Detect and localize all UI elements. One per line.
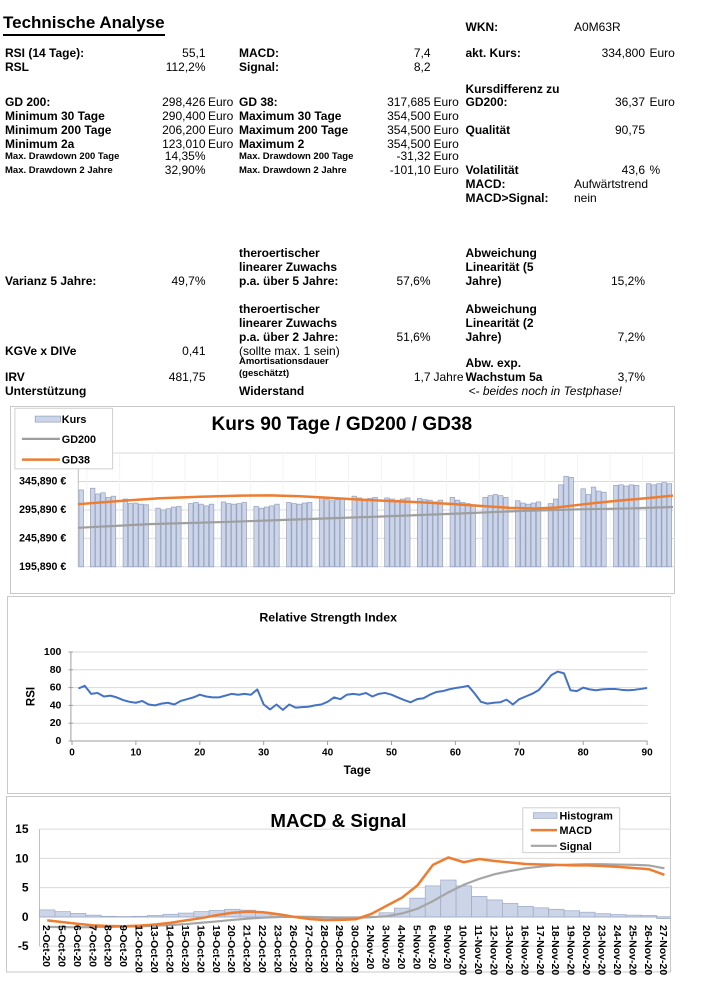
svg-text:28-Oct-20: 28-Oct-20: [317, 925, 329, 973]
svg-text:Signal: Signal: [559, 840, 591, 852]
svg-text:8-Oct-20: 8-Oct-20: [101, 925, 113, 967]
svg-text:19-Nov-20: 19-Nov-20: [564, 925, 576, 975]
svg-text:0: 0: [69, 747, 75, 758]
svg-text:25-Nov-20: 25-Nov-20: [626, 925, 638, 975]
svg-text:9-Oct-20: 9-Oct-20: [117, 925, 129, 967]
svg-text:11-Nov-20: 11-Nov-20: [472, 925, 484, 975]
svg-text:Histogram: Histogram: [559, 810, 612, 822]
svg-text:26-Oct-20: 26-Oct-20: [286, 925, 298, 973]
svg-text:7-Oct-20: 7-Oct-20: [86, 925, 98, 967]
svg-text:70: 70: [513, 747, 525, 758]
svg-text:60: 60: [449, 747, 461, 758]
svg-text:4-Nov-20: 4-Nov-20: [394, 925, 406, 970]
svg-text:5: 5: [21, 880, 28, 894]
svg-text:10: 10: [15, 851, 29, 865]
svg-text:17-Nov-20: 17-Nov-20: [533, 925, 545, 975]
svg-text:23-Oct-20: 23-Oct-20: [271, 925, 283, 973]
svg-text:0: 0: [55, 735, 61, 747]
svg-text:15: 15: [15, 822, 29, 836]
svg-text:Tage: Tage: [343, 763, 370, 777]
svg-text:27-Nov-20: 27-Nov-20: [657, 925, 669, 975]
svg-text:80: 80: [577, 747, 589, 758]
svg-text:30-Oct-20: 30-Oct-20: [348, 925, 360, 973]
svg-text:0: 0: [21, 909, 28, 923]
svg-text:245,890 €: 245,890 €: [19, 532, 66, 544]
svg-text:40: 40: [322, 747, 334, 758]
svg-text:-5: -5: [17, 939, 28, 953]
svg-text:26-Nov-20: 26-Nov-20: [641, 925, 653, 975]
svg-text:295,890 €: 295,890 €: [19, 504, 66, 516]
svg-text:3-Nov-20: 3-Nov-20: [379, 925, 391, 970]
svg-text:GD38: GD38: [62, 455, 90, 467]
svg-text:40: 40: [49, 699, 61, 711]
svg-text:MACD & Signal: MACD & Signal: [270, 810, 406, 831]
svg-text:20: 20: [49, 717, 61, 729]
svg-text:6-Nov-20: 6-Nov-20: [425, 925, 437, 970]
svg-text:345,890 €: 345,890 €: [19, 476, 66, 488]
svg-text:14-Oct-20: 14-Oct-20: [163, 925, 175, 973]
svg-text:5-Nov-20: 5-Nov-20: [410, 925, 422, 970]
svg-text:19-Oct-20: 19-Oct-20: [209, 925, 221, 973]
svg-text:22-Oct-20: 22-Oct-20: [256, 925, 268, 973]
svg-text:16-Nov-20: 16-Nov-20: [518, 925, 530, 975]
svg-text:13-Oct-20: 13-Oct-20: [148, 925, 160, 973]
svg-text:60: 60: [49, 681, 61, 693]
svg-text:29-Oct-20: 29-Oct-20: [333, 925, 345, 973]
svg-text:23-Nov-20: 23-Nov-20: [595, 925, 607, 975]
svg-text:21-Oct-20: 21-Oct-20: [240, 925, 252, 973]
svg-text:15-Oct-20: 15-Oct-20: [178, 925, 190, 973]
svg-text:100: 100: [43, 646, 61, 658]
svg-text:2-Nov-20: 2-Nov-20: [364, 925, 376, 970]
svg-text:195,890 €: 195,890 €: [19, 561, 66, 573]
svg-text:12-Nov-20: 12-Nov-20: [487, 925, 499, 975]
svg-text:RSI: RSI: [25, 686, 37, 705]
svg-text:9-Nov-20: 9-Nov-20: [441, 925, 453, 970]
svg-text:Relative Strength Index: Relative Strength Index: [259, 610, 397, 624]
svg-text:10-Nov-20: 10-Nov-20: [456, 925, 468, 975]
svg-text:27-Oct-20: 27-Oct-20: [302, 925, 314, 973]
svg-text:MACD: MACD: [559, 825, 592, 837]
svg-text:5-Oct-20: 5-Oct-20: [55, 925, 67, 967]
svg-text:2-Oct-20: 2-Oct-20: [40, 925, 52, 967]
svg-text:Kurs: Kurs: [62, 414, 87, 426]
svg-text:90: 90: [641, 747, 653, 758]
svg-text:Kurs 90 Tage / GD200 / GD38: Kurs 90 Tage / GD200 / GD38: [211, 414, 472, 435]
svg-text:13-Nov-20: 13-Nov-20: [502, 925, 514, 975]
svg-text:24-Nov-20: 24-Nov-20: [610, 925, 622, 975]
svg-text:18-Nov-20: 18-Nov-20: [549, 925, 561, 975]
svg-text:16-Oct-20: 16-Oct-20: [194, 925, 206, 973]
svg-text:6-Oct-20: 6-Oct-20: [70, 925, 82, 967]
svg-text:20-Oct-20: 20-Oct-20: [225, 925, 237, 973]
svg-text:10: 10: [130, 747, 142, 758]
svg-text:50: 50: [385, 747, 397, 758]
svg-text:80: 80: [49, 663, 61, 675]
svg-text:20-Nov-20: 20-Nov-20: [580, 925, 592, 975]
svg-text:20: 20: [194, 747, 206, 758]
svg-text:12-Oct-20: 12-Oct-20: [132, 925, 144, 973]
svg-text:GD200: GD200: [62, 434, 96, 446]
svg-text:30: 30: [258, 747, 270, 758]
